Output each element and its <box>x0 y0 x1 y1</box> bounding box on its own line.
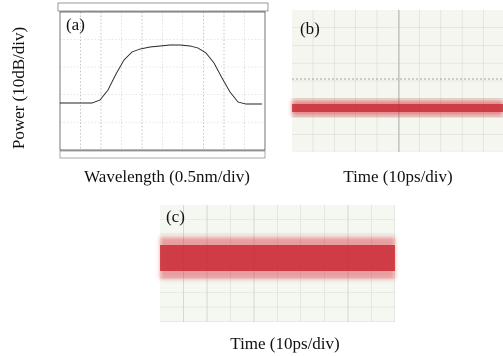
x-axis-label: Time (10ps/div) <box>230 334 339 353</box>
signal-band-core <box>160 245 395 271</box>
plot-area <box>60 12 265 150</box>
x-axis-label: Time (10ps/div) <box>343 167 452 186</box>
signal-band-core <box>292 104 503 112</box>
panel-b: (b) Time (10ps/div) <box>292 10 503 186</box>
x-axis-label: Wavelength (0.5nm/div) <box>84 167 250 186</box>
y-axis-label: Power (10dB/div) <box>9 27 28 149</box>
panel-label: (b) <box>300 19 320 38</box>
panel-c: (c) Time (10ps/div) <box>160 205 395 353</box>
scope-grid <box>292 10 503 152</box>
instrument-header <box>58 3 268 11</box>
instrument-footer <box>60 151 265 158</box>
panel-label: (a) <box>66 15 85 34</box>
panel-a: (a) Power (10dB/div) Wavelength (0.5nm/d… <box>9 3 268 186</box>
panel-label: (c) <box>166 207 185 226</box>
figure: (a) Power (10dB/div) Wavelength (0.5nm/d… <box>0 0 503 356</box>
